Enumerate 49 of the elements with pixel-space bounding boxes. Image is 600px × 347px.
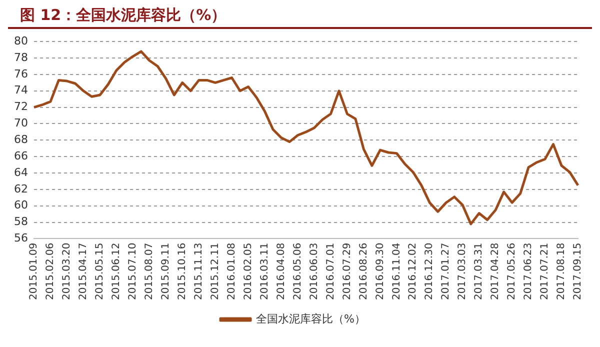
x-tick-label: 2016.11.04 — [391, 242, 402, 300]
y-tick-label: 64 — [14, 166, 28, 179]
y-tick-label: 58 — [14, 215, 28, 228]
x-tick-label: 2017.01.27 — [440, 242, 452, 300]
x-tick-label: 2016.12.02 — [408, 242, 419, 300]
legend-label: 全国水泥库容比（%） — [256, 312, 366, 326]
y-tick-label: 66 — [14, 149, 28, 162]
y-tick-label: 80 — [14, 34, 28, 48]
y-tick-label: 60 — [14, 198, 28, 212]
y-tick-label: 76 — [14, 67, 28, 80]
y-tick-label: 78 — [14, 50, 28, 64]
x-tick-label: 2015.06.12 — [111, 242, 122, 300]
x-tick-label: 2015.10.16 — [176, 242, 188, 300]
x-tick-label: 2016.08.26 — [358, 242, 370, 300]
x-tick-label: 2017.08.18 — [556, 242, 568, 300]
x-tick-label: 2016.07.01 — [325, 242, 336, 300]
x-tick-label: 2016.09.30 — [374, 242, 386, 300]
y-tick-label: 74 — [14, 84, 28, 97]
y-tick-label: 68 — [14, 133, 28, 146]
chart-title: 图 12：全国水泥库容比（%） — [8, 0, 592, 29]
x-tick-label: 2015.07.10 — [128, 242, 138, 300]
x-tick-label: 2015.03.20 — [62, 242, 73, 300]
x-tick-label: 2017.06.23 — [523, 242, 534, 300]
x-tick-label: 2016.01.08 — [226, 242, 238, 300]
x-tick-label: 2016.07.29 — [342, 242, 353, 300]
x-tick-label: 2016.04.08 — [276, 242, 287, 300]
x-tick-label: 2015.09.11 — [160, 242, 172, 300]
y-tick-label: 72 — [14, 100, 28, 114]
x-tick-label: 2017.04.28 — [490, 242, 502, 300]
x-tick-label: 2016.05.06 — [292, 242, 304, 300]
x-tick-label: 2015.02.06 — [45, 242, 56, 300]
y-tick-label: 56 — [14, 232, 28, 245]
x-tick-label: 2017.03.31 — [474, 242, 485, 300]
x-tick-label: 2017.03.03 — [457, 242, 468, 300]
x-tick-label: 2015.05.15 — [94, 242, 106, 300]
x-tick-label: 2016.12.30 — [424, 242, 436, 300]
x-tick-label: 2016.06.03 — [308, 242, 320, 300]
y-tick-label: 70 — [14, 116, 28, 130]
y-tick-label: 62 — [14, 182, 28, 196]
x-tick-label: 2015.12.11 — [210, 242, 221, 300]
x-tick-label: 2015.08.07 — [144, 242, 155, 300]
x-tick-label: 2017.05.26 — [506, 242, 518, 300]
x-tick-label: 2015.11.13 — [193, 242, 204, 300]
x-tick-label: 2016.02.05 — [242, 242, 254, 300]
x-tick-label: 2015.04.17 — [78, 242, 90, 300]
x-tick-label: 2016.03.11 — [259, 242, 270, 300]
x-tick-label: 2017.09.15 — [572, 242, 584, 300]
x-tick-label: 2017.07.21 — [540, 242, 551, 300]
x-tick-label: 2015.01.09 — [28, 242, 40, 300]
